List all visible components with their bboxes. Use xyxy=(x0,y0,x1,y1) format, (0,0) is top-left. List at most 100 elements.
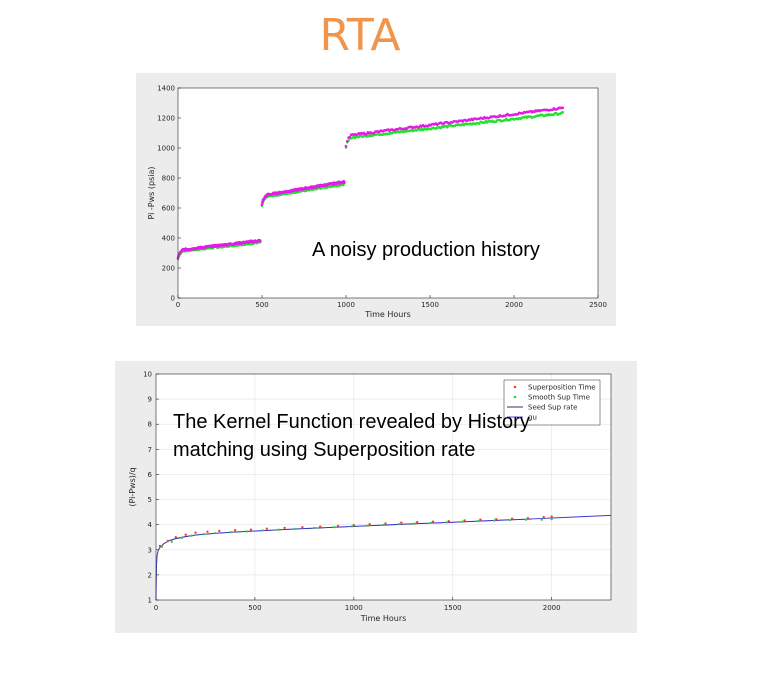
data-point xyxy=(445,521,449,524)
data-point xyxy=(431,520,435,523)
data-point xyxy=(479,518,482,521)
y-tick-label: 200 xyxy=(162,265,175,273)
data-point xyxy=(229,531,233,534)
data-point xyxy=(301,525,304,529)
production-history-chart-panel: 0 500 1000 1500 2000 2500 0 200 400 600 800 1000 120… xyxy=(136,73,616,326)
legend-label: Superposition Time xyxy=(528,384,596,392)
x-tick-label: 2000 xyxy=(543,604,561,612)
y-axis-label: (Pi-Pws)/q xyxy=(128,467,137,506)
data-point xyxy=(398,522,401,526)
smooth-sup-time-series xyxy=(160,517,553,548)
data-point xyxy=(542,515,545,519)
y-tick-label: 6 xyxy=(148,471,153,479)
data-point xyxy=(170,540,174,543)
data-point xyxy=(214,532,217,535)
data-point xyxy=(561,106,565,110)
y-tick-label: 5 xyxy=(148,496,152,504)
series-2 xyxy=(176,106,565,260)
data-point xyxy=(495,517,498,521)
data-point xyxy=(348,135,352,139)
x-tick-label: 500 xyxy=(255,301,268,309)
legend-label: Seed Sup rate xyxy=(528,404,578,412)
data-point xyxy=(218,529,221,533)
y-tick-label: 7 xyxy=(148,446,152,454)
data-point xyxy=(293,527,296,531)
data-point xyxy=(384,522,387,525)
x-axis-label: Time Hours xyxy=(360,614,407,623)
legend-marker xyxy=(513,385,517,389)
data-point xyxy=(561,111,565,114)
data-point xyxy=(184,533,187,536)
plot-frame xyxy=(177,87,599,299)
x-tick-label: 1500 xyxy=(421,301,439,309)
superposition-time-series xyxy=(158,515,553,548)
page-title: RTA xyxy=(319,10,401,61)
data-point xyxy=(540,518,543,521)
legend-box xyxy=(503,379,601,426)
data-point xyxy=(180,536,183,540)
data-point xyxy=(400,521,403,524)
y-tick-label: 1200 xyxy=(157,115,175,123)
chart-annotation: The Kernel Function revealed by History … xyxy=(173,411,530,461)
gu-line xyxy=(155,514,612,601)
data-point xyxy=(447,519,450,523)
data-point xyxy=(493,519,496,522)
data-point xyxy=(344,144,348,148)
y-tick-label: 0 xyxy=(171,295,175,303)
data-point xyxy=(463,519,466,522)
data-point xyxy=(350,525,354,528)
plot-frame xyxy=(155,373,612,601)
x-tick-label: 1000 xyxy=(337,301,355,309)
data-point xyxy=(524,518,528,521)
x-tick-label: 2000 xyxy=(505,301,523,309)
production-history-chart: 0 500 1000 1500 2000 2500 0 200 400 600 800 1000 120… xyxy=(147,85,607,320)
x-tick-label: 0 xyxy=(154,604,158,612)
y-tick-label: 8 xyxy=(148,421,152,429)
data-point xyxy=(174,536,177,539)
plot-area xyxy=(178,88,598,298)
data-point xyxy=(550,517,553,521)
y-tick-label: 800 xyxy=(162,175,175,183)
x-tick-label: 1500 xyxy=(444,604,462,612)
y-tick-label: 600 xyxy=(162,205,175,213)
y-tick-label: 9 xyxy=(148,396,152,404)
data-point xyxy=(190,534,193,537)
y-tick-label: 1400 xyxy=(157,85,175,93)
legend-label: Smooth Sup Time xyxy=(528,394,590,402)
data-point xyxy=(249,528,253,531)
y-tick-label: 1 xyxy=(148,597,152,605)
data-point xyxy=(260,203,264,206)
data-point xyxy=(477,519,480,523)
x-tick-label: 2500 xyxy=(589,301,607,309)
data-point xyxy=(265,527,268,530)
data-point xyxy=(283,526,286,530)
data-point xyxy=(550,515,553,518)
x-axis-label: Time Hours xyxy=(364,310,411,319)
data-point xyxy=(277,528,280,531)
data-point xyxy=(365,132,368,136)
data-point xyxy=(261,529,265,532)
data-point xyxy=(245,530,249,533)
data-point xyxy=(343,181,346,184)
data-point xyxy=(508,518,512,522)
data-point xyxy=(429,521,433,525)
data-point xyxy=(166,539,170,543)
legend-marker xyxy=(513,395,517,399)
data-point xyxy=(206,530,209,533)
kernel-function-chart: 0 500 1000 1500 2000 1 2 3 4 5 6 7 8 9 10 Time Hours (Pi… xyxy=(128,371,612,623)
y-tick-label: 3 xyxy=(148,546,152,554)
data-point xyxy=(366,524,369,527)
data-point xyxy=(368,522,371,526)
y-axis-label: Pi -Pws (psia) xyxy=(147,167,156,220)
data-point xyxy=(318,525,322,528)
y-tick-label: 1000 xyxy=(157,145,175,153)
data-point xyxy=(526,516,530,520)
y-tick-label: 400 xyxy=(162,235,175,243)
data-point xyxy=(461,520,464,523)
data-point xyxy=(259,239,262,243)
data-point xyxy=(336,524,340,528)
legend-label: gu xyxy=(528,414,537,422)
x-tick-label: 0 xyxy=(176,301,180,309)
x-tick-label: 1000 xyxy=(345,604,363,612)
data-point xyxy=(382,523,385,527)
